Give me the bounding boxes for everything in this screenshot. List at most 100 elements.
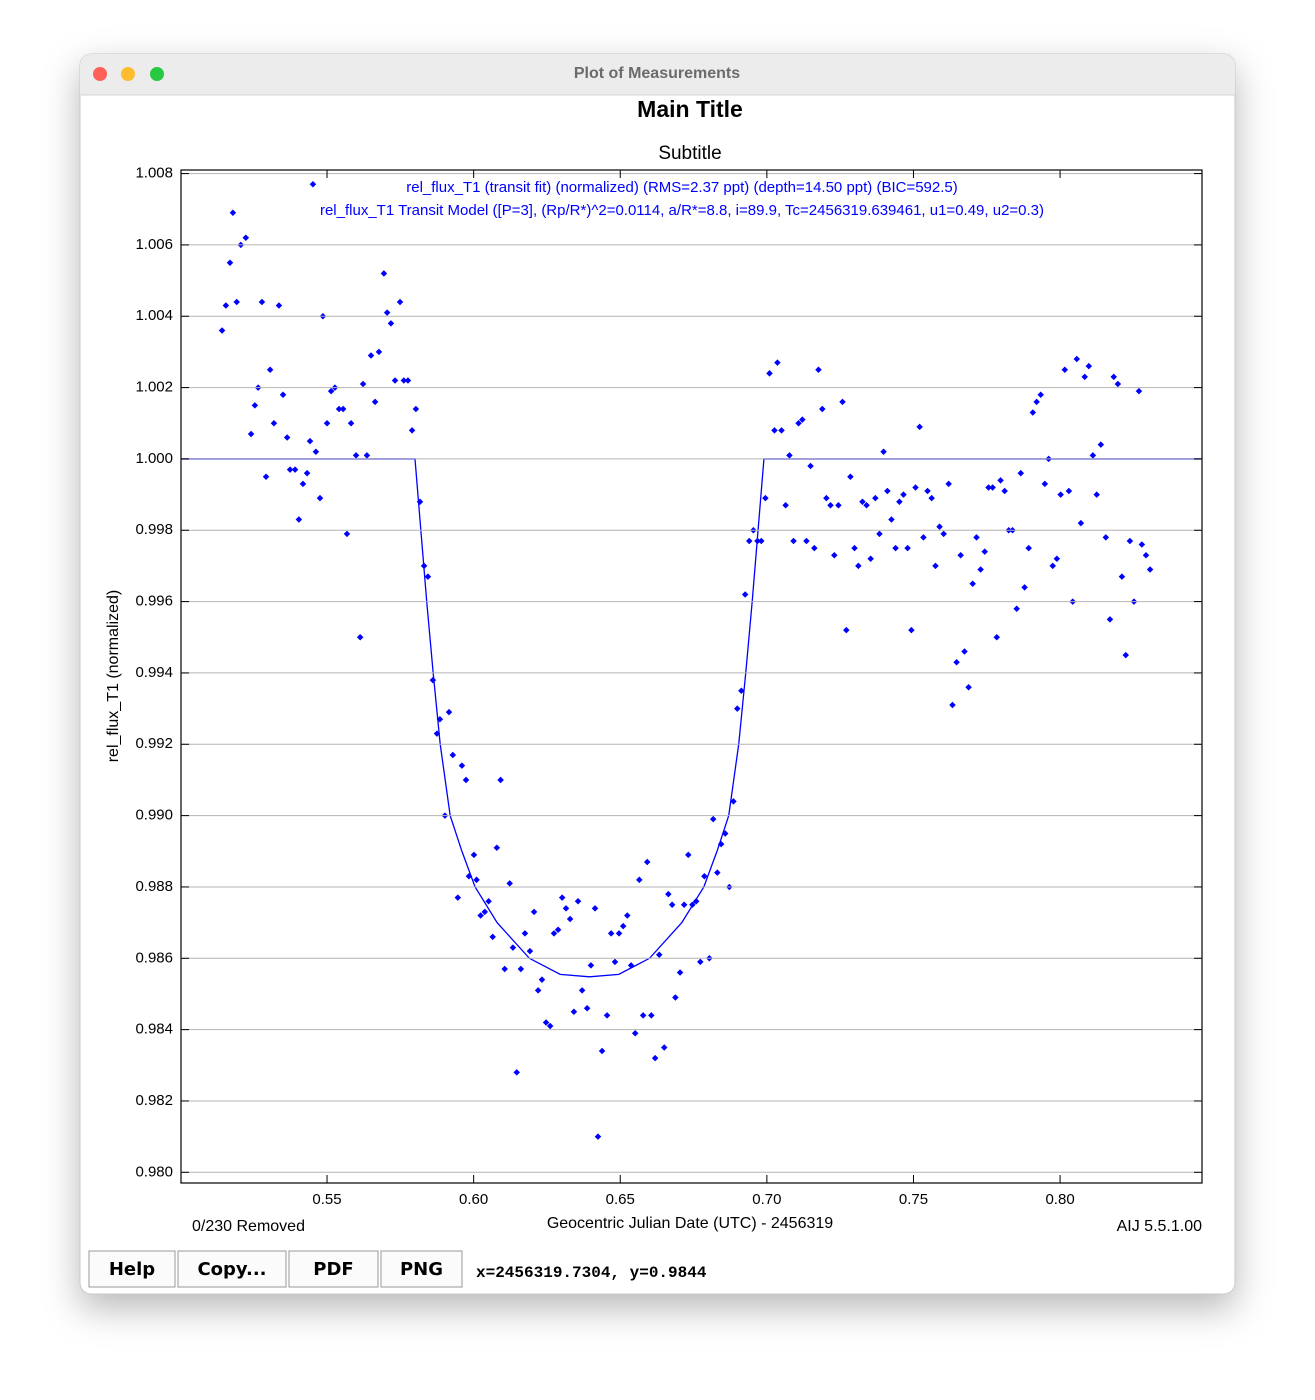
data-point	[497, 776, 504, 784]
data-point	[738, 687, 745, 695]
data-point	[587, 962, 595, 969]
y-tick-label: 0.986	[135, 949, 173, 966]
button[interactable]	[288, 1250, 379, 1288]
data-point	[558, 894, 566, 901]
data-point	[295, 516, 303, 523]
y-tick-label: 0.980	[135, 1163, 173, 1180]
data-point	[912, 484, 919, 491]
data-point	[591, 905, 599, 912]
data-point	[286, 466, 294, 473]
data-point	[501, 965, 508, 973]
data-point	[989, 484, 996, 491]
data-point	[831, 551, 838, 559]
data-point	[312, 448, 320, 456]
data-point	[462, 776, 470, 784]
data-point	[477, 912, 484, 919]
button-label: Copy...	[197, 1259, 266, 1280]
data-point	[965, 683, 972, 691]
data-point	[835, 502, 842, 509]
chart-title: Main Title	[637, 96, 743, 122]
y-tick-label: 1.000	[135, 450, 173, 467]
data-point	[550, 930, 558, 937]
data-point	[762, 494, 769, 502]
minimize-button[interactable]	[121, 67, 135, 81]
data-point	[648, 1012, 655, 1019]
data-point	[880, 448, 887, 456]
data-point	[884, 487, 891, 495]
y-tick-label: 1.004	[135, 307, 173, 324]
data-point	[771, 427, 778, 434]
zoom-button[interactable]	[150, 67, 164, 81]
y-tick-label: 0.992	[135, 735, 173, 752]
data-point	[892, 544, 899, 552]
button[interactable]	[380, 1250, 463, 1288]
data-point	[408, 427, 416, 434]
data-point	[896, 498, 903, 505]
data-point	[574, 897, 582, 905]
data-point	[1102, 534, 1110, 541]
data-point	[534, 987, 542, 994]
data-point	[251, 402, 259, 409]
data-point	[375, 348, 383, 356]
data-point	[774, 359, 781, 366]
data-point	[303, 469, 311, 477]
data-point	[396, 298, 404, 306]
data-point	[807, 462, 814, 470]
data-point	[347, 419, 355, 427]
data-point	[279, 391, 287, 398]
data-point	[489, 933, 496, 941]
y-tick-label: 0.982	[135, 1092, 173, 1109]
chart-subtitle: Subtitle	[658, 143, 721, 164]
y-tick-label: 0.988	[135, 878, 173, 895]
data-point	[668, 901, 676, 909]
button-label: PNG	[400, 1259, 443, 1280]
data-point	[904, 544, 911, 552]
data-point	[449, 751, 457, 759]
data-point	[746, 537, 753, 545]
data-point	[352, 452, 360, 459]
data-point	[1049, 562, 1057, 570]
data-point	[445, 708, 453, 716]
data-point	[680, 901, 688, 909]
data-point	[262, 473, 270, 481]
data-point	[823, 494, 830, 502]
data-point	[485, 897, 492, 905]
data-point	[961, 648, 968, 655]
data-point	[562, 905, 570, 912]
data-point	[473, 876, 480, 884]
x-axis-label: Geocentric Julian Date (UTC) - 2456319	[547, 1215, 833, 1232]
data-point	[306, 437, 314, 445]
data-point	[859, 498, 866, 505]
data-point	[454, 894, 462, 901]
data-point	[470, 851, 478, 859]
data-point	[676, 969, 684, 976]
data-point	[607, 930, 615, 937]
data-point	[863, 502, 870, 509]
close-button[interactable]	[93, 67, 107, 81]
data-point	[803, 537, 810, 545]
data-point	[233, 298, 240, 306]
x-tick-label: 0.70	[752, 1191, 781, 1208]
data-point	[222, 302, 230, 309]
data-point	[827, 502, 834, 509]
data-point	[229, 209, 237, 217]
data-point	[242, 234, 250, 242]
data-point	[554, 926, 562, 934]
button[interactable]	[177, 1250, 287, 1288]
button[interactable]	[88, 1250, 176, 1288]
legend-entry: rel_flux_T1 Transit Model ([P=3], (Rp/R*…	[320, 202, 1044, 219]
data-point	[481, 908, 489, 916]
data-point	[291, 466, 299, 473]
data-point	[218, 327, 226, 334]
data-point	[275, 302, 283, 309]
data-point	[786, 452, 793, 459]
data-point	[270, 419, 278, 427]
data-point	[266, 366, 274, 373]
data-point	[615, 930, 623, 937]
data-point	[799, 416, 806, 423]
data-point	[258, 298, 266, 306]
data-point	[371, 398, 379, 406]
data-point	[993, 634, 1000, 641]
data-point	[839, 398, 846, 406]
